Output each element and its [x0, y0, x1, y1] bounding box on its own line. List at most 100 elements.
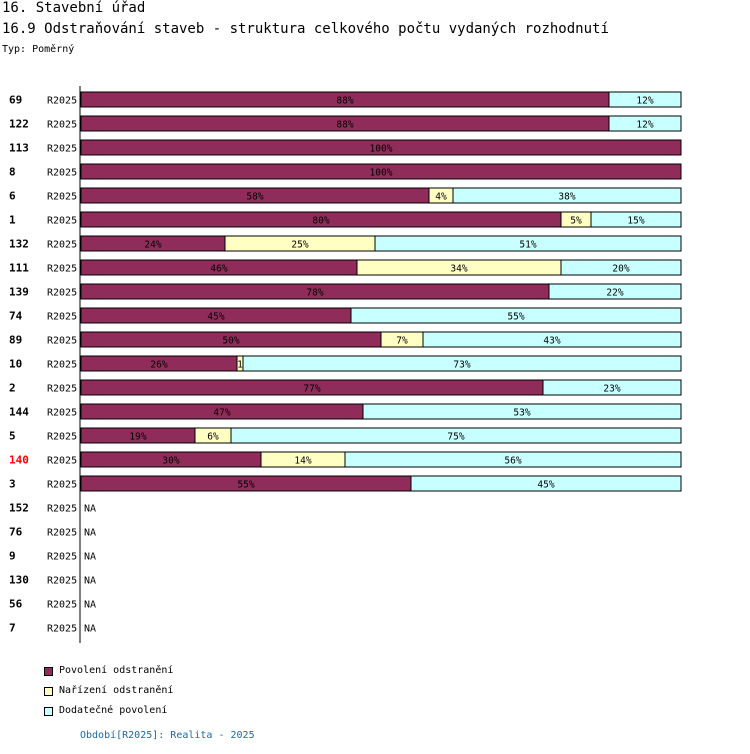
bar-value-label: 77%	[303, 384, 320, 395]
row-id-label: 2	[9, 382, 16, 395]
bar-value-label: 14%	[294, 456, 311, 467]
bar-value-label: 20%	[612, 264, 629, 275]
bar-segment-3	[374, 235, 682, 252]
row-period-label: R2025	[47, 336, 77, 347]
legend-swatch-dodatecne	[44, 707, 53, 716]
legend-item-dodatecne: Dodatečné povolení	[44, 704, 173, 724]
bar-segment-3	[608, 91, 682, 108]
bar-value-label: 58%	[246, 192, 263, 203]
row-id-label: 113	[9, 142, 29, 155]
bar-value-label: 34%	[450, 264, 467, 275]
row-period-label: R2025	[47, 432, 77, 443]
bar-segment-3	[542, 379, 682, 396]
row-period-label: R2025	[47, 408, 77, 419]
row-period-label: R2025	[47, 216, 77, 227]
row-period-label: R2025	[47, 576, 77, 587]
legend-swatch-narizeni	[44, 687, 53, 696]
row-id-label: 139	[9, 286, 29, 299]
na-label: NA	[84, 576, 96, 587]
bar-value-label: 7%	[396, 336, 408, 347]
bar-segment-3	[242, 355, 682, 372]
bar-segment-1	[80, 139, 682, 156]
row-period-label: R2025	[47, 168, 77, 179]
row-id-label: 130	[9, 574, 29, 587]
row-id-label: 3	[9, 478, 16, 491]
bar-value-label: 55%	[507, 312, 524, 323]
row-id-label: 10	[9, 358, 22, 371]
row-id-label: 7	[9, 622, 16, 635]
na-label: NA	[84, 624, 96, 635]
row-period-label: R2025	[47, 528, 77, 539]
bar-value-label: 45%	[537, 480, 554, 491]
row-period-label: R2025	[47, 456, 77, 467]
row-id-label: 152	[9, 502, 29, 515]
bar-segment-3	[452, 187, 682, 204]
bar-value-label: 43%	[543, 336, 560, 347]
bar-value-label: 6%	[207, 432, 219, 443]
bar-value-label: 56%	[504, 456, 521, 467]
row-period-label: R2025	[47, 552, 77, 563]
na-label: NA	[84, 600, 96, 611]
na-label: NA	[84, 504, 96, 515]
row-id-label: 5	[9, 430, 16, 443]
row-period-label: R2025	[47, 624, 77, 635]
bar-segment-3	[422, 331, 682, 348]
row-period-label: R2025	[47, 240, 77, 251]
bar-value-label: 53%	[513, 408, 530, 419]
na-label: NA	[84, 552, 96, 563]
row-period-label: R2025	[47, 144, 77, 155]
chart-type-label: Typ: Poměrný	[2, 44, 75, 55]
legend-item-povoleni: Povolení odstranění	[44, 664, 173, 684]
na-label: NA	[84, 528, 96, 539]
row-period-label: R2025	[47, 480, 77, 491]
row-period-label: R2025	[47, 288, 77, 299]
row-period-label: R2025	[47, 96, 77, 107]
row-id-label: 144	[9, 406, 29, 419]
row-id-label: 56	[9, 598, 23, 611]
period-footer: Období[R2025]: Realita - 2025	[80, 730, 255, 741]
bar-segment-3	[362, 403, 682, 420]
bar-value-label: 55%	[237, 480, 254, 491]
row-id-label: 132	[9, 238, 29, 251]
bar-value-label: 51%	[519, 240, 536, 251]
row-period-label: R2025	[47, 192, 77, 203]
bar-segment-3	[230, 427, 682, 444]
bar-segment-3	[560, 259, 682, 276]
bar-value-label: 26%	[150, 360, 167, 371]
bar-value-label: 15%	[627, 216, 644, 227]
legend-label-povoleni: Povolení odstranění	[59, 665, 174, 676]
bar-value-label: 1	[237, 360, 243, 371]
legend-swatch-povoleni	[44, 667, 53, 676]
bar-value-label: 100%	[370, 168, 393, 179]
bar-value-label: 4%	[435, 192, 447, 203]
row-id-label: 89	[9, 334, 22, 347]
row-id-label: 76	[9, 526, 23, 539]
legend: Povolení odstranění Nařízení odstranění …	[44, 664, 173, 724]
legend-item-narizeni: Nařízení odstranění	[44, 684, 173, 704]
bar-value-label: 100%	[370, 144, 393, 155]
bar-value-label: 73%	[453, 360, 470, 371]
legend-label-dodatecne: Dodatečné povolení	[59, 705, 168, 716]
bar-value-label: 23%	[603, 384, 620, 395]
bar-value-label: 38%	[558, 192, 575, 203]
bar-value-label: 88%	[336, 120, 353, 131]
bar-value-label: 47%	[213, 408, 230, 419]
row-period-label: R2025	[47, 600, 77, 611]
bar-segment-3	[344, 451, 682, 468]
bar-segment-3	[590, 211, 682, 228]
bar-value-label: 80%	[312, 216, 329, 227]
bar-segment-3	[410, 475, 682, 492]
row-id-label: 122	[9, 118, 29, 131]
row-period-label: R2025	[47, 360, 77, 371]
row-period-label: R2025	[47, 264, 77, 275]
row-period-label: R2025	[47, 504, 77, 515]
chart-title: 16.9 Odstraňování staveb - struktura cel…	[2, 21, 609, 37]
bar-value-label: 25%	[291, 240, 308, 251]
bar-value-label: 46%	[210, 264, 227, 275]
row-id-label: 74	[9, 310, 23, 323]
stacked-bar-chart: 69 R2025 88% 12%122 R2025 88% 12%113 R2025 100%8…	[9, 86, 682, 643]
bar-value-label: 24%	[144, 240, 161, 251]
bar-value-label: 12%	[636, 120, 653, 131]
bar-value-label: 12%	[636, 96, 653, 107]
section-title: 16. Stavební úřad	[2, 0, 146, 16]
